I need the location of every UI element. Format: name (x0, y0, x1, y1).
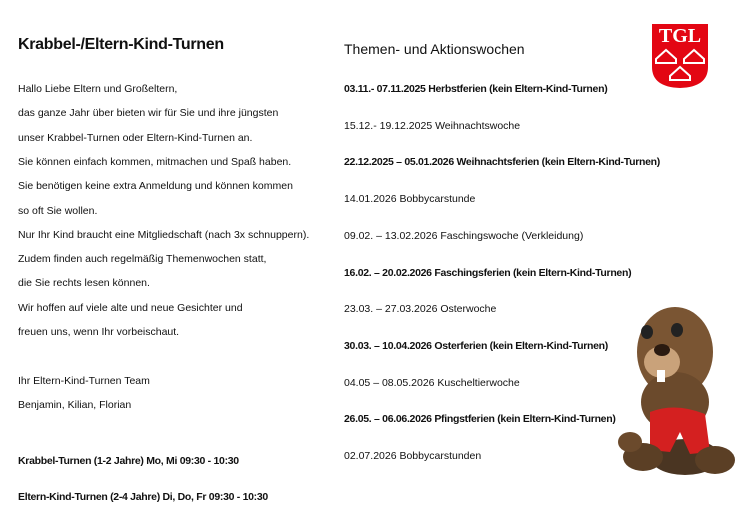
theme-week-item: 02.07.2026 Bobbycarstunden (344, 450, 482, 462)
theme-week-item: 30.03. – 10.04.2026 Osterferien (kein El… (344, 339, 608, 352)
themes-title: Themen- und Aktionswochen (344, 41, 525, 57)
signoff-line: Benjamin, Kilian, Florian (18, 399, 132, 412)
tgl-logo: TGL (652, 24, 708, 88)
intro-line: Nur Ihr Kind braucht eine Mitgliedschaft… (18, 228, 310, 241)
schedule-eltern-kind: Eltern-Kind-Turnen (2-4 Jahre) Di, Do, F… (18, 491, 268, 503)
theme-week-item: 04.05 – 08.05.2026 Kuscheltierwoche (344, 376, 520, 389)
signoff-line: Ihr Eltern-Kind-Turnen Team (18, 375, 150, 387)
intro-line: so oft Sie wollen. (18, 204, 98, 217)
theme-week-item: 26.05. – 06.06.2026 Pfingstferien (kein … (344, 413, 616, 426)
theme-week-item: 16.02. – 20.02.2026 Faschingsferien (kei… (344, 266, 632, 279)
theme-week-item: 09.02. – 13.02.2026 Faschingswoche (Verk… (344, 229, 584, 242)
svg-text:TGL: TGL (659, 25, 701, 47)
intro-line: freuen uns, wenn Ihr vorbeischaut. (18, 326, 180, 338)
schedule-krabbel: Krabbel-Turnen (1-2 Jahre) Mo, Mi 09:30 … (18, 455, 239, 467)
beaver-plush-image (618, 307, 735, 475)
theme-week-item: 15.12.- 19.12.2025 Weihnachtswoche (344, 119, 521, 132)
intro-line: das ganze Jahr über bieten wir für Sie u… (18, 107, 279, 120)
intro-line: Wir hoffen auf viele alte und neue Gesic… (18, 301, 243, 314)
theme-week-item: 03.11.- 07.11.2025 Herbstferien (kein El… (344, 83, 608, 95)
intro-line: Zudem finden auch regelmäßig Themenwoche… (18, 253, 267, 266)
intro-line: Sie benötigen keine extra Anmeldung und … (18, 180, 293, 193)
theme-week-item: 23.03. – 27.03.2026 Osterwoche (344, 303, 497, 316)
intro-line: die Sie rechts lesen können. (18, 277, 150, 290)
page-title: Krabbel-/Eltern-Kind-Turnen (18, 36, 224, 53)
theme-week-item: 14.01.2026 Bobbycarstunde (344, 193, 476, 206)
theme-week-item: 22.12.2025 – 05.01.2026 Weihnachtsferien… (344, 156, 660, 169)
intro-line: Hallo Liebe Eltern und Großeltern, (18, 83, 178, 95)
intro-line: Sie können einfach kommen, mitmachen und… (18, 155, 292, 168)
intro-line: unser Krabbel-Turnen oder Eltern-Kind-Tu… (18, 131, 253, 144)
